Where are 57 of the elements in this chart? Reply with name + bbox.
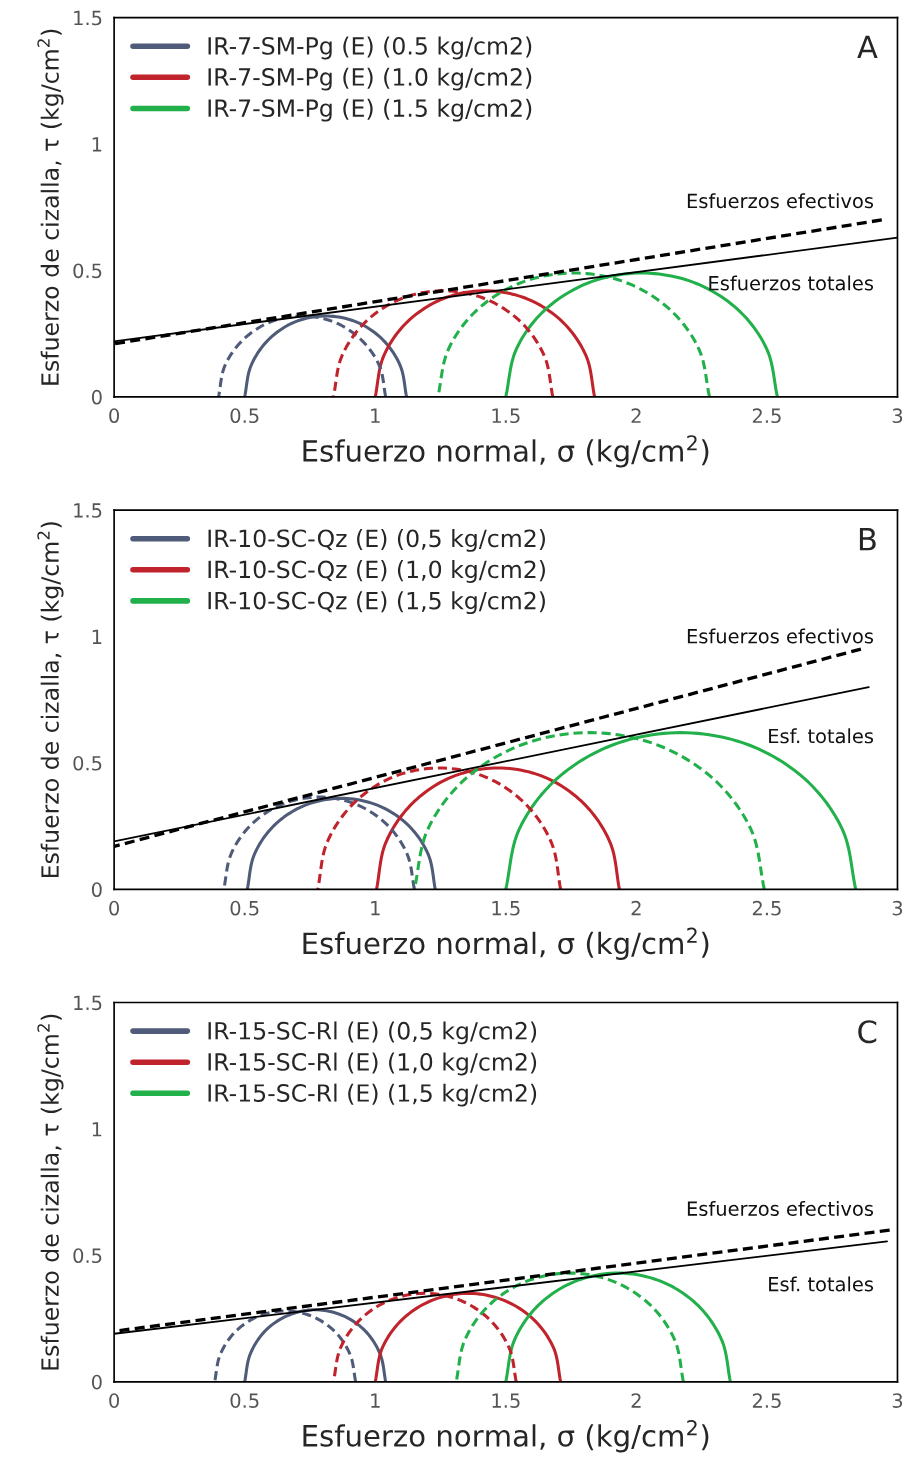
x-tick-label: 2.5 bbox=[752, 900, 781, 916]
x-tick-label: 1.5 bbox=[492, 901, 520, 916]
legend-label: IR-10-SC-Qz (E) (1,0 kg/cm2) bbox=[208, 560, 545, 583]
y-tick-label: 0 bbox=[91, 389, 102, 405]
annotation: Esf. totales bbox=[769, 728, 874, 744]
legend-label: IR-15-SC-Rl (E) (1,0 kg/cm2) bbox=[208, 1052, 537, 1076]
x-tick-label: 1 bbox=[371, 901, 380, 916]
x-tick-label: 1 bbox=[371, 1393, 380, 1408]
y-tick-label: 1 bbox=[92, 137, 102, 152]
x-tick-label: 3 bbox=[892, 1393, 903, 1408]
x-tick-label: 3 bbox=[892, 408, 903, 424]
annotation: Esf. totales bbox=[769, 1276, 874, 1292]
annotation: Esfuerzos efectivos bbox=[687, 628, 874, 644]
x-tick-label: 0 bbox=[109, 408, 120, 424]
x-axis-title: Esfuerzo normal, σ (kg/cm$^{2}$) bbox=[303, 435, 709, 468]
chart-title: A bbox=[857, 35, 878, 58]
y-tick-label: 0 bbox=[91, 882, 102, 898]
legend-label: IR-10-SC-Qz (E) (1,5 kg/cm2) bbox=[208, 591, 545, 615]
y-tick-label: 0.5 bbox=[73, 755, 102, 771]
y-tick-label: 1.5 bbox=[74, 503, 102, 518]
legend-label: IR-10-SC-Qz (E) (0,5 kg/cm2) bbox=[208, 528, 545, 552]
annotation: Esfuerzos efectivos bbox=[687, 193, 874, 209]
y-tick-label: 1.5 bbox=[74, 995, 102, 1011]
x-tick-label: 0 bbox=[109, 900, 120, 916]
x-tick-label: 3 bbox=[892, 900, 903, 916]
y-tick-label: 1 bbox=[92, 629, 102, 644]
x-tick-label: 0.5 bbox=[230, 900, 259, 916]
y-tick-label: 1.5 bbox=[74, 10, 102, 26]
y-axis-title: Esfuerzo de cizalla, τ (kg/cm$^{2}$) bbox=[37, 522, 64, 878]
y-axis-title: Esfuerzo de cizalla, τ (kg/cm$^{2}$) bbox=[37, 29, 64, 385]
x-tick-label: 1.5 bbox=[492, 408, 520, 424]
annotation: Esfuerzos efectivos bbox=[687, 1200, 874, 1216]
y-tick-label: 1 bbox=[92, 1122, 102, 1137]
legend-label: IR-7-SM-Pg (E) (0.5 kg/cm2) bbox=[208, 36, 532, 60]
y-tick-label: 0.5 bbox=[73, 263, 102, 279]
legend-label: IR-15-SC-Rl (E) (1,5 kg/cm2) bbox=[208, 1083, 537, 1107]
y-tick-label: 0 bbox=[91, 1374, 102, 1390]
chart-title: C bbox=[858, 1020, 877, 1044]
x-tick-label: 2.5 bbox=[752, 1393, 781, 1408]
y-tick-label: 0.5 bbox=[73, 1248, 102, 1264]
x-axis-title: Esfuerzo normal, σ (kg/cm$^{2}$) bbox=[303, 927, 709, 960]
y-axis-title: Esfuerzo de cizalla, τ (kg/cm$^{2}$) bbox=[37, 1014, 64, 1370]
x-tick-label: 1.5 bbox=[492, 1393, 520, 1408]
legend-label: IR-7-SM-Pg (E) (1.0 kg/cm2) bbox=[208, 67, 532, 91]
x-tick-label: 2.5 bbox=[752, 408, 781, 424]
x-tick-label: 0.5 bbox=[230, 1393, 259, 1408]
x-tick-label: 2 bbox=[631, 408, 641, 423]
x-tick-label: 2 bbox=[631, 1393, 641, 1408]
x-axis-title: Esfuerzo normal, σ (kg/cm$^{2}$) bbox=[303, 1420, 709, 1453]
x-tick-label: 0.5 bbox=[230, 408, 259, 424]
legend-label: IR-15-SC-Rl (E) (0,5 kg/cm2) bbox=[208, 1021, 537, 1045]
legend-label: IR-7-SM-Pg (E) (1.5 kg/cm2) bbox=[208, 98, 532, 122]
x-tick-label: 1 bbox=[371, 408, 380, 423]
chart-title: B bbox=[859, 528, 876, 551]
annotation: Esfuerzos totales bbox=[709, 275, 874, 291]
x-tick-label: 0 bbox=[109, 1393, 120, 1408]
x-tick-label: 2 bbox=[631, 900, 641, 916]
